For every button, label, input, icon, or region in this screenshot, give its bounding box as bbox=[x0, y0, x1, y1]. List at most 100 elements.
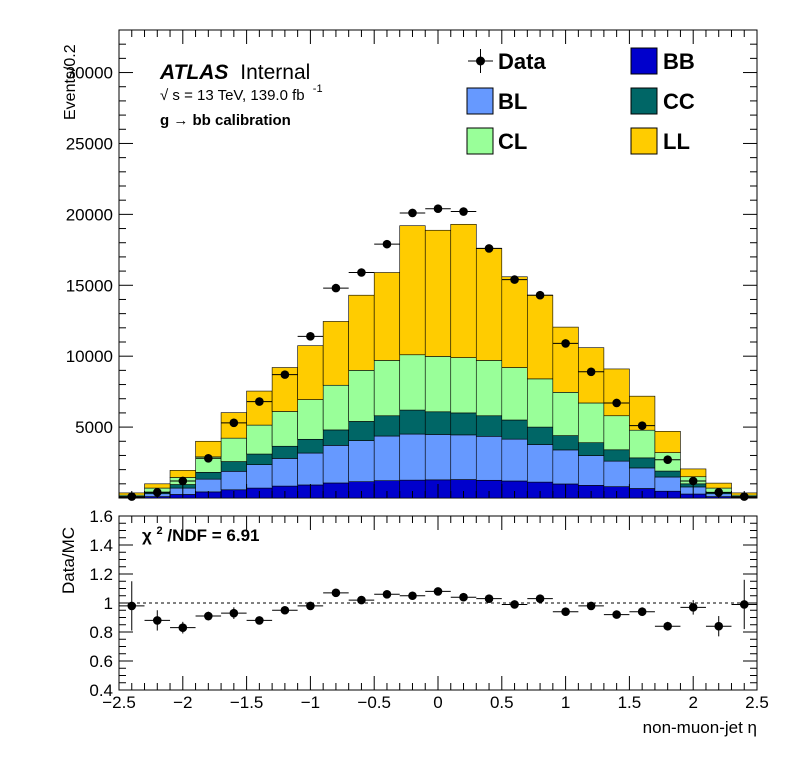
legend-entry-bb: BB bbox=[630, 47, 695, 75]
bar-cl-6 bbox=[271, 411, 298, 447]
ratio-point bbox=[705, 616, 732, 637]
atlas-text: ATLAS bbox=[159, 61, 228, 84]
data-point bbox=[552, 339, 579, 348]
bar-ll-16 bbox=[527, 294, 554, 380]
bar-cc-17 bbox=[552, 435, 579, 451]
y-tick-label: 30000 bbox=[66, 64, 113, 83]
data-point bbox=[578, 367, 604, 377]
bar-ll-10 bbox=[373, 272, 401, 361]
atlas-label: ATLAS Internal bbox=[159, 61, 310, 84]
y-tick-label: 15000 bbox=[66, 276, 113, 295]
ratio-point bbox=[221, 607, 247, 619]
bar-cc-21 bbox=[654, 470, 681, 478]
ratio-point bbox=[119, 581, 145, 631]
x-tick-label: 1.5 bbox=[618, 693, 642, 712]
bar-bl-13 bbox=[450, 434, 477, 480]
data-marker bbox=[229, 418, 239, 428]
data-point bbox=[374, 239, 400, 249]
ratio-point bbox=[680, 600, 706, 615]
ratio-y-axis: 0.4 0.6 0.8 1 1.2 1.4 1.6 bbox=[89, 507, 757, 700]
bar-cc-8 bbox=[322, 429, 349, 446]
x-axis-label: non-muon-jet η bbox=[643, 718, 757, 737]
bar-cc-6 bbox=[271, 445, 298, 459]
ratio-point bbox=[195, 611, 222, 621]
bar-bl-5 bbox=[246, 464, 273, 489]
bar-ll-14 bbox=[475, 248, 503, 361]
energy-text: s = 13 TeV, 139.0 fb bbox=[172, 87, 304, 104]
bar-cl-5 bbox=[246, 424, 273, 455]
y-tick-label: 20000 bbox=[66, 205, 113, 224]
bar-bl-6 bbox=[271, 458, 298, 487]
bar-cl-17 bbox=[552, 392, 579, 436]
bar-ll-12 bbox=[424, 229, 452, 357]
x-tick-label: 0.5 bbox=[490, 693, 514, 712]
legend-label-ll: LL bbox=[663, 129, 690, 154]
bar-bl-8 bbox=[322, 445, 349, 484]
x-tick-label: −0.5 bbox=[357, 693, 391, 712]
data-point bbox=[170, 476, 196, 486]
ratio-point bbox=[272, 605, 298, 615]
ratio-marker bbox=[127, 601, 137, 611]
legend: Data BB BL CC CL LL bbox=[466, 47, 695, 155]
bar-ll-17 bbox=[552, 326, 579, 393]
data-marker bbox=[459, 207, 468, 216]
bar-cc-13 bbox=[450, 412, 477, 436]
legend-entry-bl: BL bbox=[466, 87, 527, 115]
ratio-point bbox=[170, 621, 196, 634]
bar-ll-21 bbox=[654, 431, 681, 453]
data-point bbox=[680, 476, 706, 486]
data-point bbox=[425, 204, 451, 213]
bar-cc-9 bbox=[348, 421, 375, 441]
data-marker bbox=[204, 453, 213, 463]
main-panel: 5000 10000 15000 20000 25000 30000 Events/0.2… bbox=[62, 29, 758, 501]
ratio-point bbox=[629, 607, 655, 617]
bar-ll-11 bbox=[399, 225, 426, 356]
x-tick-label: −2.5 bbox=[102, 693, 136, 712]
legend-swatch-cl bbox=[466, 127, 494, 155]
ratio-marker bbox=[739, 600, 749, 609]
x-tick-label: 0 bbox=[433, 693, 442, 712]
data-marker bbox=[331, 283, 341, 293]
bar-ll-19 bbox=[603, 368, 630, 417]
ratio-marker bbox=[459, 592, 468, 602]
data-marker bbox=[433, 204, 443, 213]
ratio-marker bbox=[152, 616, 162, 625]
data-marker bbox=[357, 268, 366, 277]
x-tick-label: −1.5 bbox=[230, 693, 264, 712]
legend-swatch-bb bbox=[630, 47, 658, 75]
ratio-marker bbox=[280, 605, 290, 615]
data-point bbox=[527, 290, 553, 300]
bar-cl-16 bbox=[527, 378, 554, 428]
data-marker bbox=[586, 367, 596, 377]
ratio-point bbox=[399, 591, 426, 601]
ratio-y-tick-label: 1.2 bbox=[89, 565, 113, 584]
bar-cc-3 bbox=[195, 472, 222, 480]
data-marker bbox=[637, 421, 647, 430]
data-marker bbox=[688, 476, 698, 486]
ratio-point bbox=[348, 595, 375, 605]
data-point bbox=[476, 244, 502, 253]
ratio-marker bbox=[255, 616, 264, 625]
bar-bl-11 bbox=[399, 433, 426, 481]
bar-cl-20 bbox=[629, 429, 656, 459]
legend-swatch-cc bbox=[630, 87, 658, 115]
data-point bbox=[272, 370, 298, 379]
bar-cl-4 bbox=[220, 437, 247, 462]
lumi-exponent: -1 bbox=[313, 83, 323, 95]
main-y-axis: 5000 10000 15000 20000 25000 30000 bbox=[66, 43, 757, 485]
ratio-marker bbox=[331, 588, 341, 598]
legend-label-bl: BL bbox=[498, 89, 527, 114]
energy-lumi-label: √ s = 13 TeV, 139.0 fb -1 bbox=[160, 83, 323, 104]
bar-cl-19 bbox=[603, 415, 630, 451]
bar-bl-3 bbox=[195, 478, 222, 493]
legend-label-bb: BB bbox=[663, 49, 695, 74]
data-points bbox=[119, 204, 757, 501]
legend-swatch-bl bbox=[466, 87, 494, 115]
bar-bl-17 bbox=[552, 449, 579, 485]
data-point bbox=[246, 397, 273, 406]
data-point bbox=[348, 268, 375, 277]
data-marker bbox=[510, 275, 519, 284]
data-point bbox=[501, 275, 528, 284]
ratio-marker bbox=[178, 623, 188, 632]
legend-data-marker bbox=[476, 56, 485, 66]
